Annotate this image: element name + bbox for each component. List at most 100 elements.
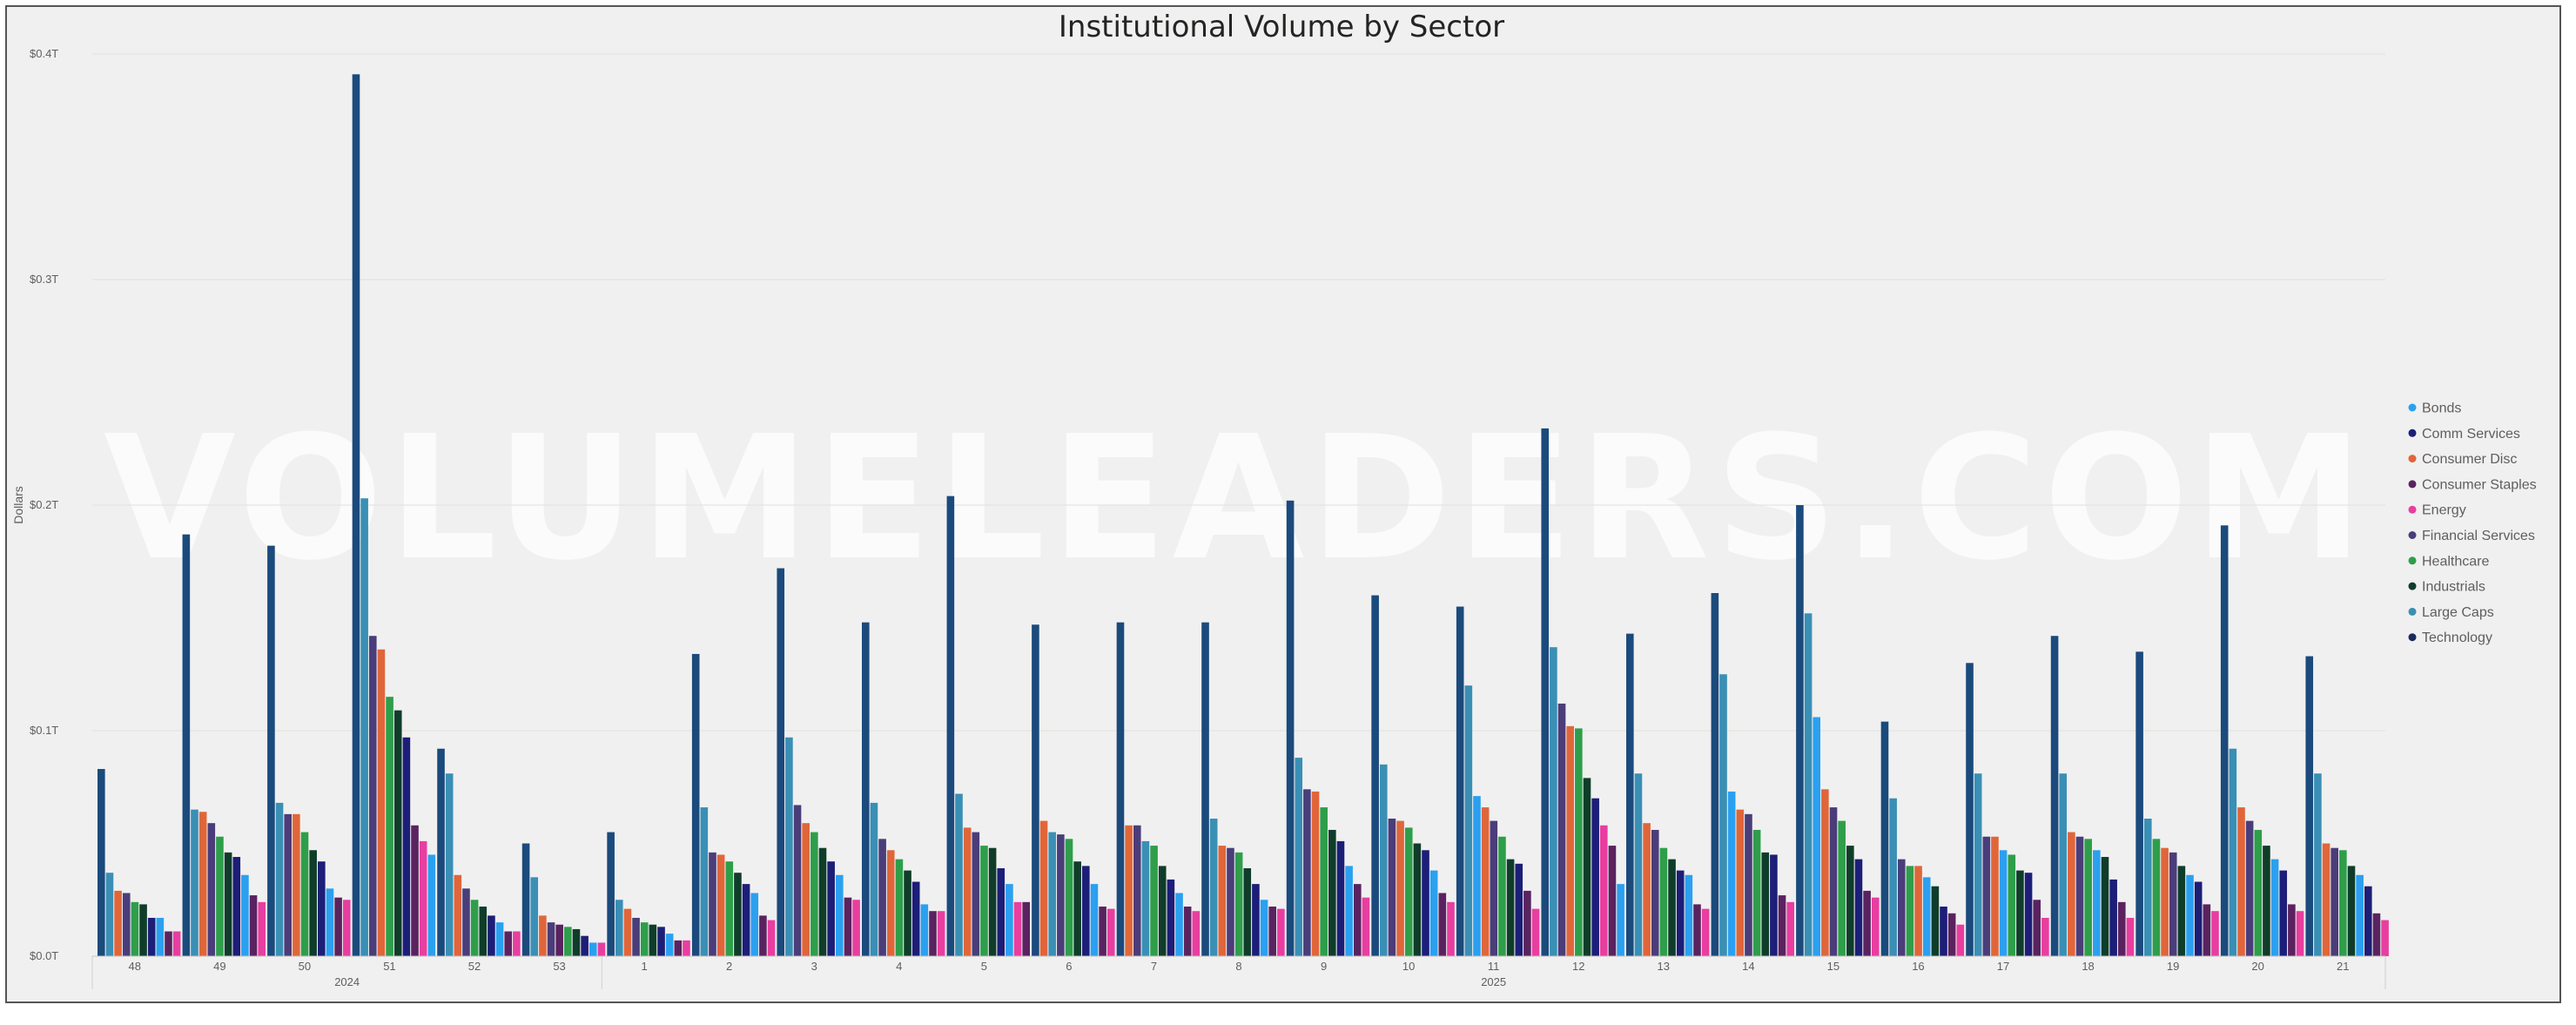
bar-financial-services[interactable]: Financial Services: 0.054 xyxy=(1057,834,1065,956)
bar-healthcare[interactable]: Healthcare: 0.055 xyxy=(810,832,818,956)
bar-energy[interactable]: Energy: 0.024 xyxy=(1013,901,1022,956)
bar-consumer-staples[interactable]: Consumer Staples: 0.025 xyxy=(2033,900,2041,956)
bar-energy[interactable]: Energy: 0.058 xyxy=(1599,825,1608,956)
bar-bonds[interactable]: Bonds: 0.04 xyxy=(1345,866,1353,956)
bar-large-caps[interactable]: Large Caps: 0.081 xyxy=(1974,773,1982,956)
bar-total[interactable]: Total: 0.187 xyxy=(182,534,191,956)
bar-financial-services[interactable]: Financial Services: 0.048 xyxy=(2331,847,2338,956)
bar-total[interactable]: Total: 0.05 xyxy=(521,843,530,957)
bar-large-caps[interactable]: Large Caps: 0.025 xyxy=(615,900,623,956)
bar-total[interactable]: Total: 0.143 xyxy=(1626,633,1634,956)
bar-consumer-staples[interactable]: Consumer Staples: 0.058 xyxy=(411,825,419,956)
bar-total[interactable]: Total: 0.161 xyxy=(1711,593,1719,956)
bar-large-caps[interactable]: Large Caps: 0.037 xyxy=(105,873,114,956)
bar-consumer-staples[interactable]: Consumer Staples: 0.022 xyxy=(1099,907,1106,956)
bar-comm-services[interactable]: Comm Services: 0.039 xyxy=(997,867,1006,956)
bar-healthcare[interactable]: Healthcare: 0.042 xyxy=(725,861,734,956)
bar-large-caps[interactable]: Large Caps: 0.137 xyxy=(1550,647,1557,956)
bar-consumer-disc[interactable]: Consumer Disc: 0.063 xyxy=(293,813,300,956)
bar-total[interactable]: Total: 0.16 xyxy=(1371,595,1379,956)
bar-large-caps[interactable]: Large Caps: 0.066 xyxy=(700,807,709,956)
bar-financial-services[interactable]: Financial Services: 0.056 xyxy=(1651,829,1659,956)
bar-bonds[interactable]: Bonds: 0.017 xyxy=(156,917,165,956)
bar-bonds[interactable]: Bonds: 0.036 xyxy=(835,874,844,956)
bar-financial-services[interactable]: Financial Services: 0.066 xyxy=(1829,807,1838,956)
bar-financial-services[interactable]: Financial Services: 0.048 xyxy=(1227,847,1234,956)
bar-consumer-staples[interactable]: Consumer Staples: 0.024 xyxy=(1022,901,1031,956)
bar-consumer-staples[interactable]: Consumer Staples: 0.029 xyxy=(1863,890,1871,956)
bar-large-caps[interactable]: Large Caps: 0.203 xyxy=(360,498,368,956)
bar-large-caps[interactable]: Large Caps: 0.152 xyxy=(1804,613,1813,956)
bar-energy[interactable]: Energy: 0.014 xyxy=(1956,924,1965,956)
bar-comm-services[interactable]: Comm Services: 0.022 xyxy=(1940,907,1947,956)
bar-industrials[interactable]: Industrials: 0.04 xyxy=(2347,866,2356,956)
bar-bonds[interactable]: Bonds: 0.006 xyxy=(589,942,597,956)
bar-energy[interactable]: Energy: 0.025 xyxy=(342,900,351,956)
bar-comm-services[interactable]: Comm Services: 0.034 xyxy=(1167,879,1175,956)
bar-bonds[interactable]: Bonds: 0.036 xyxy=(2356,874,2364,956)
bar-consumer-disc[interactable]: Consumer Disc: 0.036 xyxy=(454,874,462,956)
bar-comm-services[interactable]: Comm Services: 0.097 xyxy=(402,737,411,956)
bar-total[interactable]: Total: 0.083 xyxy=(98,769,105,956)
bar-comm-services[interactable]: Comm Services: 0.04 xyxy=(1082,866,1090,956)
bar-total[interactable]: Total: 0.155 xyxy=(1456,606,1464,956)
bar-healthcare[interactable]: Healthcare: 0.015 xyxy=(640,922,649,956)
legend-item-energy[interactable]: Energy xyxy=(2408,503,2466,518)
bar-comm-services[interactable]: Comm Services: 0.041 xyxy=(1515,863,1523,956)
bar-comm-services[interactable]: Comm Services: 0.037 xyxy=(2024,873,2033,956)
bar-industrials[interactable]: Industrials: 0.056 xyxy=(1328,829,1336,956)
bar-industrials[interactable]: Industrials: 0.012 xyxy=(572,928,581,956)
bar-healthcare[interactable]: Healthcare: 0.04 xyxy=(1906,866,1914,956)
bar-consumer-disc[interactable]: Consumer Disc: 0.047 xyxy=(886,850,895,956)
bar-healthcare[interactable]: Healthcare: 0.052 xyxy=(2152,839,2161,956)
bar-consumer-staples[interactable]: Consumer Staples: 0.02 xyxy=(929,911,937,956)
bar-financial-services[interactable]: Financial Services: 0.074 xyxy=(1303,789,1311,956)
bar-total[interactable]: Total: 0.147 xyxy=(1032,624,1039,956)
bar-healthcare[interactable]: Healthcare: 0.045 xyxy=(2008,854,2016,956)
bar-large-caps[interactable]: Large Caps: 0.07 xyxy=(1889,798,1897,956)
bar-consumer-staples[interactable]: Consumer Staples: 0.027 xyxy=(249,895,258,956)
bar-financial-services[interactable]: Financial Services: 0.046 xyxy=(709,852,716,956)
bar-financial-services[interactable]: Financial Services: 0.06 xyxy=(2245,820,2254,956)
legend-item-financial-services[interactable]: Financial Services xyxy=(2408,529,2535,543)
bar-comm-services[interactable]: Comm Services: 0.042 xyxy=(318,861,326,956)
bar-comm-services[interactable]: Comm Services: 0.045 xyxy=(1770,854,1778,956)
bar-financial-services[interactable]: Financial Services: 0.063 xyxy=(284,813,293,956)
bar-financial-services[interactable]: Financial Services: 0.063 xyxy=(1745,813,1752,956)
bar-total[interactable]: Total: 0.204 xyxy=(946,496,955,956)
bar-healthcare[interactable]: Healthcare: 0.046 xyxy=(1234,852,1243,956)
bar-comm-services[interactable]: Comm Services: 0.038 xyxy=(1676,870,1685,956)
bar-total[interactable]: Total: 0.191 xyxy=(2220,525,2229,956)
bar-healthcare[interactable]: Healthcare: 0.056 xyxy=(2254,829,2263,956)
bar-bonds[interactable]: Bonds: 0.047 xyxy=(1999,850,2008,956)
bar-comm-services[interactable]: Comm Services: 0.034 xyxy=(2109,879,2117,956)
bar-large-caps[interactable]: Large Caps: 0.061 xyxy=(1209,819,1218,956)
bar-total[interactable]: Total: 0.092 xyxy=(437,748,445,956)
bar-industrials[interactable]: Industrials: 0.04 xyxy=(2177,866,2186,956)
bar-energy[interactable]: Energy: 0.026 xyxy=(1362,897,1370,956)
bar-energy[interactable]: Energy: 0.021 xyxy=(1531,908,1540,956)
bar-consumer-staples[interactable]: Consumer Staples: 0.022 xyxy=(1183,907,1192,956)
bar-consumer-disc[interactable]: Consumer Disc: 0.057 xyxy=(963,827,972,956)
bar-bonds[interactable]: Bonds: 0.038 xyxy=(1429,870,1438,956)
bar-total[interactable]: Total: 0.148 xyxy=(1116,622,1125,956)
bar-consumer-disc[interactable]: Consumer Disc: 0.06 xyxy=(1396,820,1404,956)
bar-consumer-disc[interactable]: Consumer Disc: 0.055 xyxy=(2068,832,2075,956)
bar-large-caps[interactable]: Large Caps: 0.055 xyxy=(1048,832,1057,956)
bar-consumer-disc[interactable]: Consumer Disc: 0.059 xyxy=(1643,823,1651,956)
bar-energy[interactable]: Energy: 0.026 xyxy=(1871,897,1880,956)
bar-industrials[interactable]: Industrials: 0.014 xyxy=(649,924,657,956)
bar-total[interactable]: Total: 0.172 xyxy=(777,568,785,956)
bar-bonds[interactable]: Bonds: 0.032 xyxy=(1090,884,1099,956)
bar-industrials[interactable]: Industrials: 0.031 xyxy=(1931,886,1940,956)
bar-industrials[interactable]: Industrials: 0.048 xyxy=(818,847,827,956)
bar-total[interactable]: Total: 0.135 xyxy=(2135,651,2143,956)
bar-consumer-disc[interactable]: Consumer Disc: 0.049 xyxy=(1218,846,1227,956)
bar-industrials[interactable]: Industrials: 0.048 xyxy=(988,847,997,956)
bar-large-caps[interactable]: Large Caps: 0.065 xyxy=(191,809,198,956)
bar-consumer-staples[interactable]: Consumer Staples: 0.011 xyxy=(165,931,172,956)
bar-financial-services[interactable]: Financial Services: 0.112 xyxy=(1557,703,1566,956)
bar-bonds[interactable]: Bonds: 0.015 xyxy=(495,922,504,956)
bar-energy[interactable]: Energy: 0.051 xyxy=(419,840,427,956)
bar-total[interactable]: Total: 0.055 xyxy=(607,832,615,956)
